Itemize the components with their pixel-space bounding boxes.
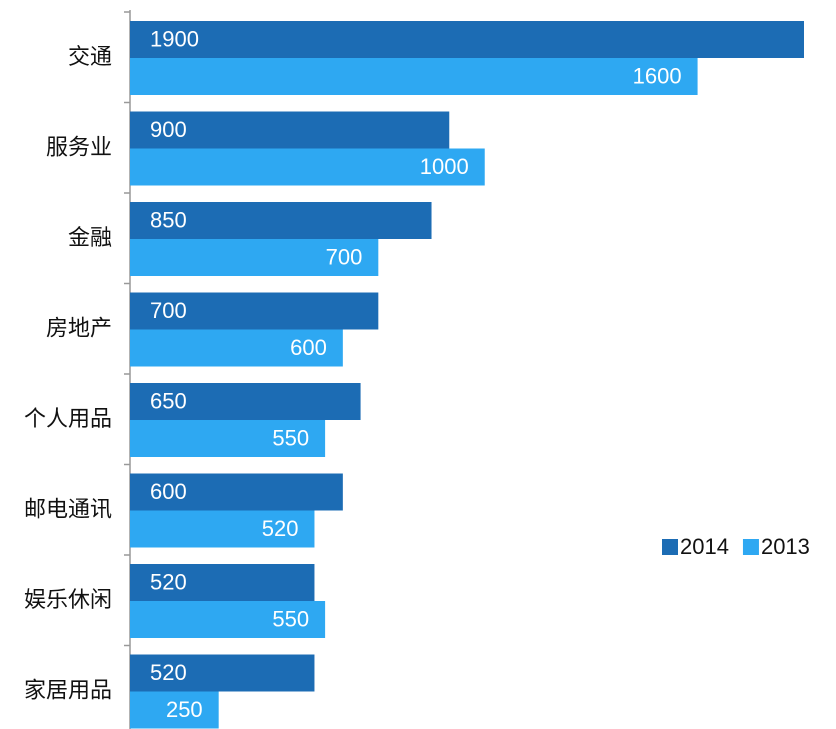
category-label: 家居用品 xyxy=(24,677,112,702)
value-label: 520 xyxy=(150,569,187,594)
value-label: 700 xyxy=(150,298,187,323)
legend-label: 2014 xyxy=(680,534,729,559)
bar xyxy=(130,564,315,601)
value-label: 520 xyxy=(150,660,187,685)
value-label: 900 xyxy=(150,117,187,142)
legend-swatch xyxy=(662,539,678,555)
value-label: 850 xyxy=(150,207,187,232)
bar xyxy=(130,21,804,58)
value-label: 600 xyxy=(150,479,187,504)
bar xyxy=(130,202,432,239)
bar xyxy=(130,239,379,276)
bar xyxy=(130,148,485,186)
value-label: 1900 xyxy=(150,26,199,51)
category-label: 金融 xyxy=(68,225,112,250)
value-label: 550 xyxy=(272,425,309,450)
category-label: 邮电通讯 xyxy=(24,496,112,521)
bar xyxy=(130,473,343,511)
bar xyxy=(130,601,326,638)
value-label: 1600 xyxy=(633,63,682,88)
value-label: 600 xyxy=(290,335,327,360)
legend-swatch xyxy=(742,539,759,555)
category-label: 交通 xyxy=(68,44,112,69)
bar xyxy=(130,691,219,729)
value-label: 250 xyxy=(166,697,203,722)
bar xyxy=(130,329,343,367)
category-label: 娱乐休闲 xyxy=(24,587,112,612)
value-label: 650 xyxy=(150,388,187,413)
bar xyxy=(130,58,698,95)
value-label: 520 xyxy=(262,516,299,541)
bar xyxy=(130,654,315,692)
category-label: 服务业 xyxy=(46,134,112,159)
bar xyxy=(130,111,450,149)
legend-label: 2013 xyxy=(761,534,810,559)
category-label: 个人用品 xyxy=(24,406,112,431)
category-label: 房地产 xyxy=(46,315,112,340)
bar xyxy=(130,420,326,457)
value-label: 550 xyxy=(272,606,309,631)
bar xyxy=(130,383,361,420)
bar xyxy=(130,292,379,330)
value-label: 700 xyxy=(326,244,363,269)
bar xyxy=(130,510,315,548)
value-label: 1000 xyxy=(420,154,469,179)
